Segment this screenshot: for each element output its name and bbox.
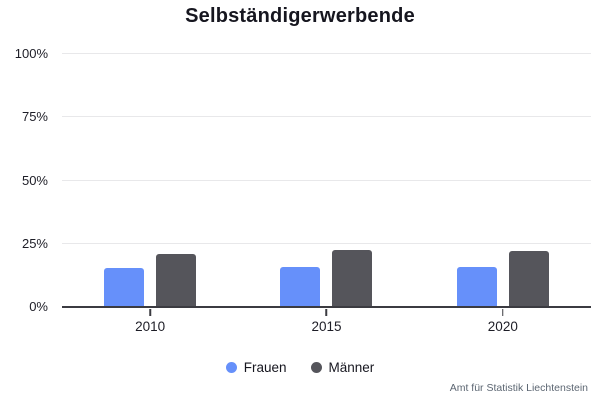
gridline bbox=[62, 242, 591, 244]
x-axis-label: 2015 bbox=[311, 319, 342, 334]
x-axis-label: 2010 bbox=[135, 319, 166, 334]
legend-item-frauen: Frauen bbox=[225, 360, 287, 375]
legend-dot-icon bbox=[310, 362, 322, 373]
y-tick-label: 25% bbox=[21, 235, 48, 251]
y-tick-label: 100% bbox=[14, 46, 48, 61]
bar-frauen-2020 bbox=[456, 267, 497, 307]
bar-group-2015: 2015 bbox=[238, 54, 414, 334]
x-tick-mark bbox=[325, 309, 328, 316]
gridline bbox=[62, 179, 591, 181]
gridline bbox=[62, 116, 591, 118]
bar-group-2010: 2010 bbox=[62, 54, 238, 334]
y-tick-label: 50% bbox=[21, 172, 48, 188]
legend-label: Männer bbox=[328, 360, 375, 375]
bar-frauen-2010 bbox=[104, 267, 145, 307]
bar-maenner-2015 bbox=[332, 250, 373, 307]
bar-maenner-2020 bbox=[508, 251, 549, 307]
bar-group-2020: 2020 bbox=[415, 54, 591, 334]
x-axis-label: 2020 bbox=[487, 319, 518, 334]
legend-label: Frauen bbox=[243, 360, 287, 375]
chart-title: Selbständigerwerbende bbox=[185, 5, 415, 27]
y-tick-label: 0% bbox=[29, 299, 48, 314]
plot-area: 2010 2015 2020 bbox=[62, 53, 591, 334]
x-axis-line bbox=[62, 306, 591, 308]
gridline bbox=[62, 53, 591, 54]
legend-item-maenner: Männer bbox=[310, 360, 375, 375]
y-tick-label: 75% bbox=[21, 109, 48, 125]
x-tick-mark bbox=[149, 309, 151, 316]
bar-maenner-2010 bbox=[156, 253, 197, 307]
y-axis-labels: 0% 25% 50% 75% 100% bbox=[0, 46, 48, 314]
legend-dot-icon bbox=[225, 362, 237, 373]
bar-frauen-2015 bbox=[280, 266, 321, 307]
legend: Frauen Männer bbox=[0, 360, 600, 375]
bar-groups: 2010 2015 2020 bbox=[62, 54, 591, 334]
x-tick-mark bbox=[502, 309, 504, 316]
source-attribution: Amt für Statistik Liechtenstein bbox=[449, 382, 588, 394]
